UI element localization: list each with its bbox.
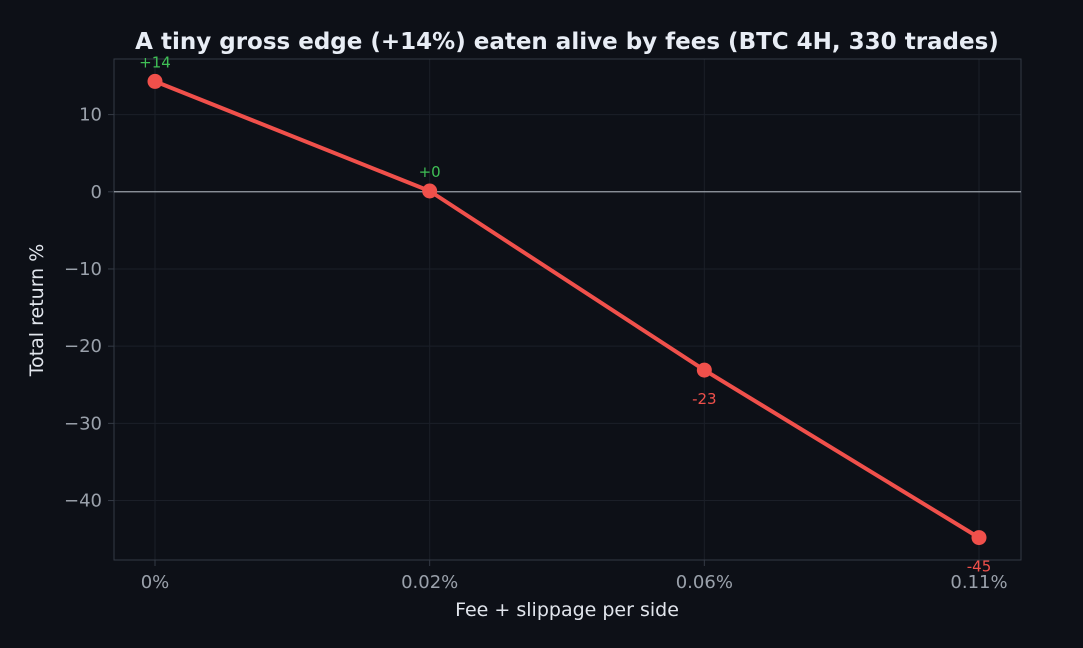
data-point	[422, 183, 438, 199]
data-label: +14	[139, 53, 171, 71]
data-point	[147, 73, 163, 89]
y-tick-label: −40	[64, 491, 102, 512]
data-point	[696, 362, 712, 378]
data-point	[971, 530, 987, 546]
y-tick-label: 0	[91, 182, 102, 203]
grid-lines	[114, 59, 1021, 560]
x-tick-label: 0.11%	[950, 572, 1007, 593]
x-axis-label: Fee + slippage per side	[455, 599, 679, 621]
x-tick-label: 0%	[141, 572, 170, 593]
plot-frame	[113, 58, 1022, 561]
y-tick-label: −10	[64, 259, 102, 280]
data-label: -23	[692, 390, 717, 408]
data-label: +0	[419, 163, 441, 181]
series-line	[153, 79, 981, 540]
plot-area: 0% 0.02% 0.06% 0.11% 10 0 −10 −20 −30 −40 +14 +0 -23…	[64, 53, 1022, 593]
y-tick-label: −20	[64, 336, 102, 357]
data-label: -45	[967, 558, 992, 576]
x-tick-label: 0.02%	[401, 572, 458, 593]
x-tick-label: 0.06%	[676, 572, 733, 593]
y-axis-label: Total return %	[26, 244, 48, 378]
y-tick-label: −30	[64, 413, 102, 434]
chart-title: A tiny gross edge (+14%) eaten alive by …	[135, 29, 999, 55]
y-tick-label: 10	[79, 105, 102, 126]
